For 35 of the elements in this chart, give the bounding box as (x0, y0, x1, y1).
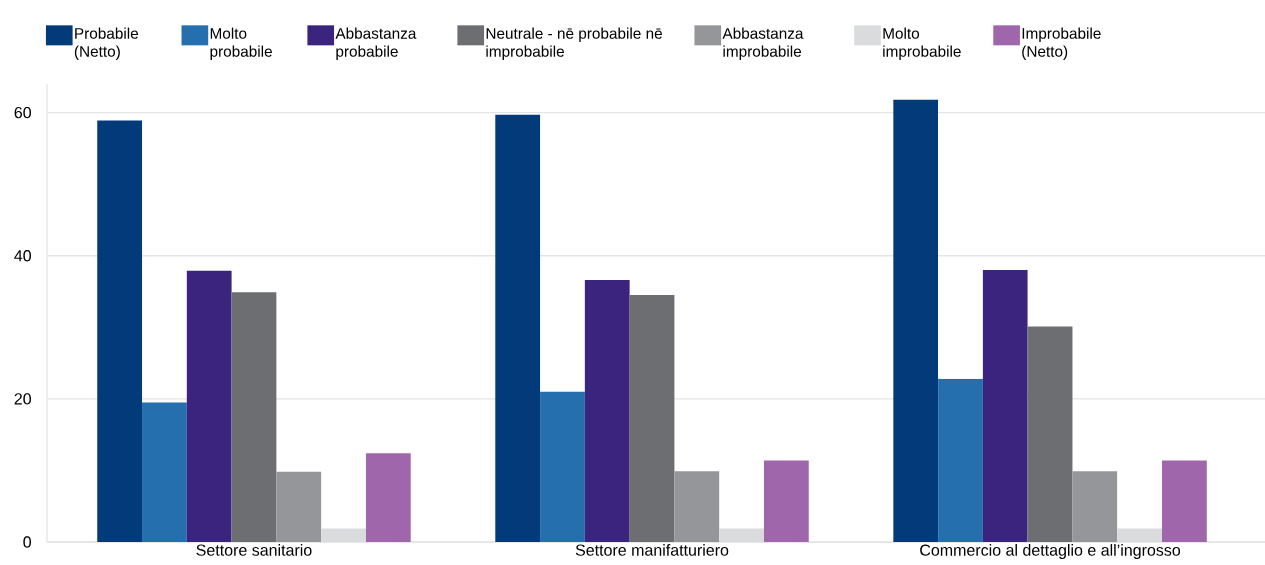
x-tick-label: Settore manifatturiero (575, 544, 729, 556)
legend-label: Molto improbabile (883, 27, 961, 60)
bar (495, 114, 541, 542)
bar (893, 99, 939, 542)
bar (1027, 326, 1073, 542)
bar (276, 471, 322, 542)
bar (231, 292, 277, 542)
bar (365, 453, 411, 542)
bar (584, 280, 630, 542)
bar (938, 378, 983, 542)
legend-label: Improbabile (Netto) (1022, 27, 1101, 60)
bar (321, 528, 366, 542)
bar (186, 270, 232, 542)
bar (629, 295, 675, 542)
legend-label: Molto probabile (210, 27, 272, 60)
y-tick-label: 60 (14, 106, 31, 119)
bar (674, 471, 720, 542)
x-tick-label: Commercio al dettaglio e all’ingrosso (920, 544, 1181, 559)
legend-label: Abbastanza improbabile (722, 27, 804, 60)
x-tick-label: Settore sanitario (196, 544, 312, 556)
bar (982, 270, 1028, 542)
bar (1117, 528, 1163, 542)
legend-label: Abbastanza probabile (335, 27, 417, 60)
bar (763, 460, 809, 542)
legend-label: Probabile (Netto) (74, 27, 139, 60)
bar (1162, 460, 1207, 542)
bar (97, 120, 143, 542)
y-tick-label: 20 (14, 393, 31, 405)
bar (142, 402, 187, 542)
y-tick-label: 0 (23, 536, 32, 548)
legend-label: Neutrale - nē probabile nē improbabile (486, 27, 662, 60)
y-tick-label: 40 (14, 250, 31, 262)
bar (540, 391, 585, 542)
bar (1072, 471, 1118, 542)
bar (719, 528, 764, 542)
